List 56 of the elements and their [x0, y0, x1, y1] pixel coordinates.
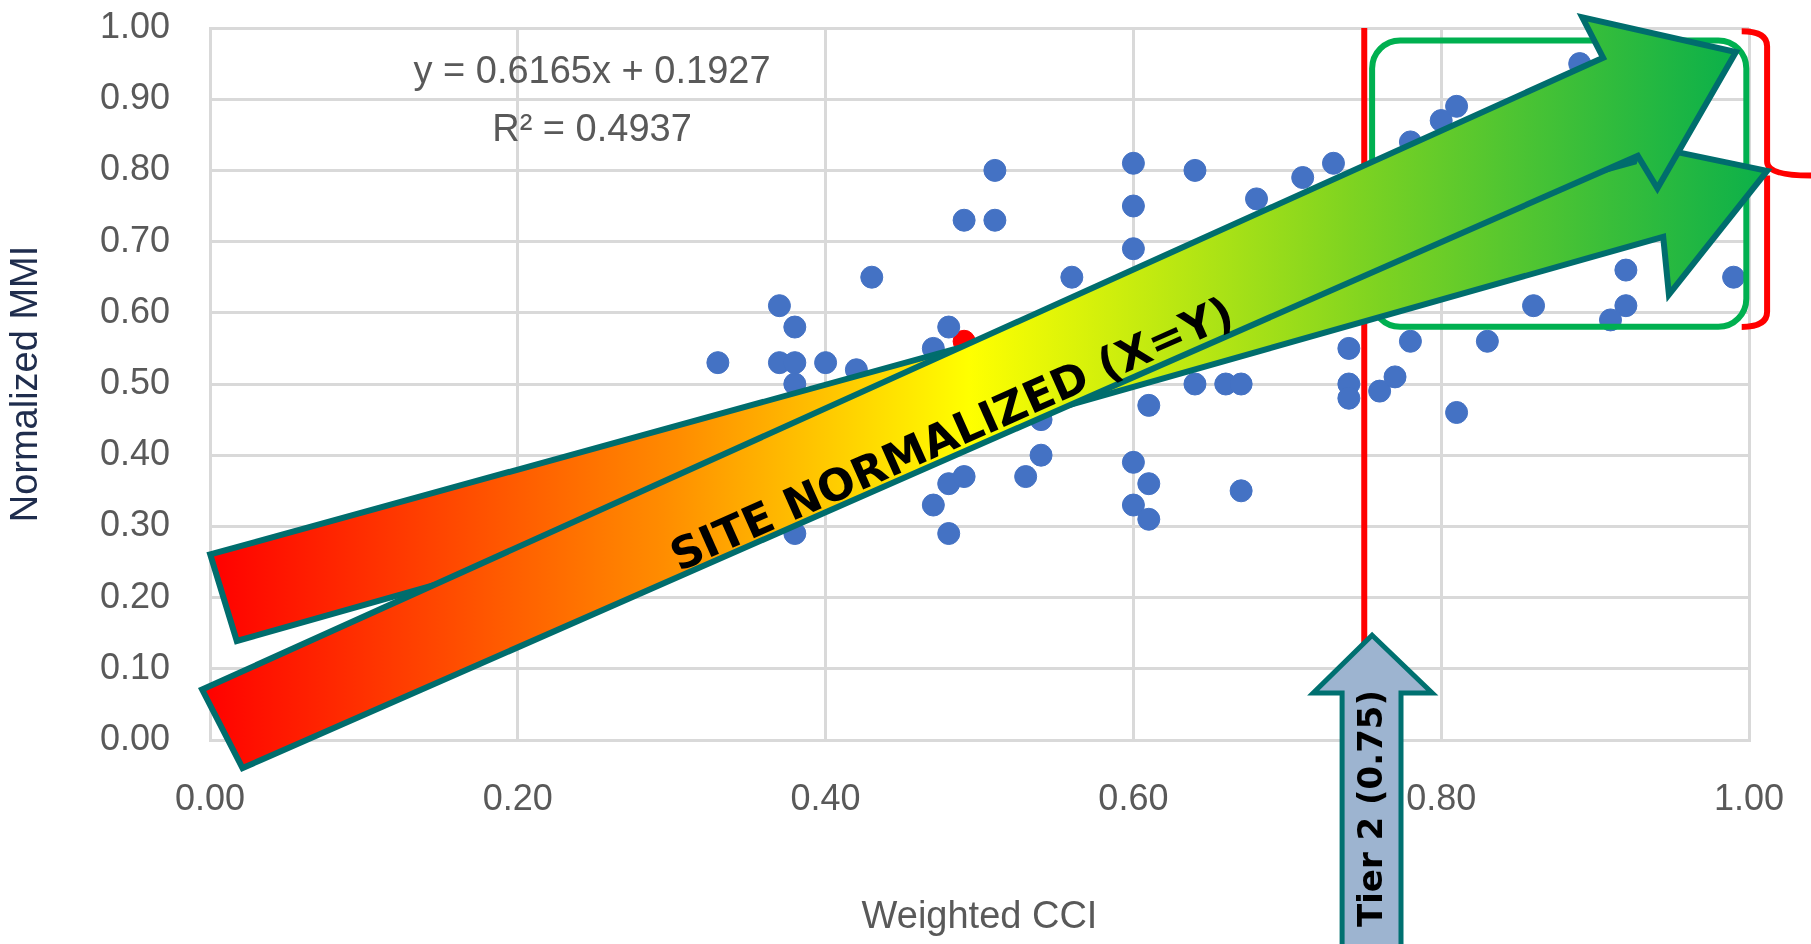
- point: [1245, 187, 1269, 211]
- point: [1321, 151, 1345, 175]
- ref-line-label: Tier 2 (0.75): [1349, 689, 1390, 927]
- point: [1722, 265, 1746, 289]
- x-tick-label: 0.20: [482, 776, 553, 818]
- point: [1614, 294, 1638, 318]
- y-axis-title: Normalized MMI: [3, 245, 46, 523]
- y-tick-label: 1.00: [99, 4, 170, 46]
- point: [1121, 151, 1145, 175]
- point: [706, 351, 730, 375]
- point: [1121, 450, 1145, 474]
- point: [937, 315, 961, 339]
- point: [937, 522, 961, 546]
- point: [1337, 336, 1361, 360]
- y-tick-label: 0.70: [99, 218, 170, 260]
- point: [1522, 294, 1546, 318]
- point: [983, 208, 1007, 232]
- y-tick-label: 0.60: [99, 289, 170, 331]
- point: [1614, 258, 1638, 282]
- y-tick-label: 0.90: [99, 76, 170, 118]
- y-tick-label: 0.00: [99, 716, 170, 758]
- point: [1183, 158, 1207, 182]
- point: [1398, 329, 1422, 353]
- y-tick-label: 0.80: [99, 147, 170, 189]
- y-tick-label: 0.10: [99, 645, 170, 687]
- x-axis-title: Weighted CCI: [861, 893, 1098, 936]
- x-tick-label: 0.40: [790, 776, 861, 818]
- annotation: R² = 0.4937: [492, 107, 692, 150]
- point: [767, 294, 791, 318]
- point: [1445, 400, 1469, 424]
- point: [783, 315, 807, 339]
- point: [1383, 365, 1407, 389]
- y-tick-label: 0.20: [99, 574, 170, 616]
- point: [1229, 479, 1253, 503]
- x-tick-label: 1.00: [1713, 776, 1785, 818]
- point: [1137, 393, 1161, 417]
- point: [1291, 166, 1315, 190]
- point: [1368, 379, 1392, 403]
- y-tick-label: 0.30: [99, 503, 170, 545]
- point: [1475, 329, 1499, 353]
- x-tick-label: 0.60: [1098, 776, 1169, 818]
- point: [860, 265, 884, 289]
- x-tick-label: 0.80: [1406, 776, 1477, 818]
- point: [952, 208, 976, 232]
- point: [1121, 493, 1145, 517]
- point: [1137, 507, 1161, 531]
- point: [1445, 94, 1469, 118]
- point: [1060, 265, 1084, 289]
- x-tick-label: 0.00: [174, 776, 246, 818]
- y-tick-label: 0.50: [99, 360, 170, 402]
- point: [983, 158, 1007, 182]
- point: [1121, 237, 1145, 261]
- annotation: y = 0.6165x + 0.1927: [413, 49, 771, 92]
- point: [1121, 194, 1145, 218]
- y-tick-label: 0.40: [99, 432, 170, 474]
- point: [1137, 472, 1161, 496]
